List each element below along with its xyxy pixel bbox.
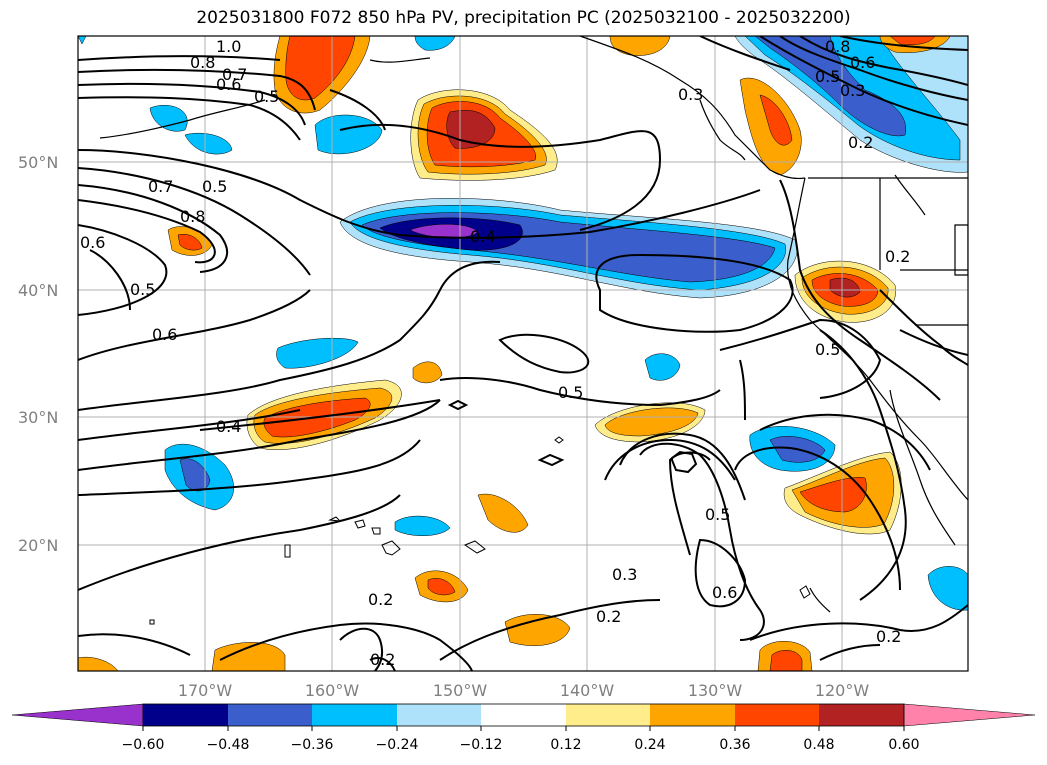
contour-label: 0.5 xyxy=(254,87,279,106)
neg-anomaly-patch xyxy=(927,566,968,611)
pos-anomaly-blob xyxy=(829,277,861,298)
colorbar-max-extend xyxy=(903,703,1036,727)
neg-anomaly-patch xyxy=(414,36,456,51)
lon-label: 160°W xyxy=(305,681,360,700)
colorbar-tick-label: −0.60 xyxy=(122,737,165,753)
pos-anomaly-blob xyxy=(799,477,867,513)
neg-anomaly-patch xyxy=(149,104,188,132)
colorbar-bin xyxy=(312,704,397,726)
longitude-labels: 170°W 160°W 150°W 140°W 130°W 120°W xyxy=(178,681,870,700)
contour-label: 0.5 xyxy=(705,505,730,524)
contour-label: 0.6 xyxy=(152,325,177,344)
lat-label: 30°N xyxy=(18,408,58,427)
pv-contours xyxy=(78,36,968,671)
map-title: 2025031800 F072 850 hPa PV, precipitatio… xyxy=(196,8,851,28)
contour-label: 0.4 xyxy=(470,227,495,246)
precip-shading xyxy=(78,36,968,671)
contour-label: 0.5 xyxy=(130,280,155,299)
map-frame xyxy=(77,35,969,672)
contour-label: 0.6 xyxy=(712,583,737,602)
contour-label: 0.5 xyxy=(815,67,840,86)
colorbar-bin xyxy=(735,704,819,726)
colorbar-tick-label: −0.12 xyxy=(460,737,503,753)
contour-label: 0.8 xyxy=(190,53,215,72)
contour-labels: 1.0 0.8 0.7 0.6 0.5 0.7 0.5 0.8 0.6 0.5 … xyxy=(80,37,910,669)
colorbar: −0.60 −0.48 −0.36 −0.24 −0.12 0.12 0.24 … xyxy=(11,703,1036,753)
colorbar-bin xyxy=(650,704,735,726)
pos-anomaly-patch xyxy=(604,407,699,437)
colorbar-tick-label: −0.48 xyxy=(207,737,250,753)
pos-anomaly-patch xyxy=(78,656,119,671)
lon-label: 130°W xyxy=(688,681,743,700)
contour-label: 0.3 xyxy=(840,81,865,100)
neg-anomaly-patch xyxy=(644,353,681,381)
contour-label: 0.7 xyxy=(222,65,247,84)
pos-anomaly-patch xyxy=(759,94,793,146)
contour-label: 1.0 xyxy=(216,37,241,56)
pos-anomaly-blob xyxy=(285,36,356,101)
contour-label: 0.3 xyxy=(678,85,703,104)
colorbar-ticks xyxy=(142,726,905,731)
pos-anomaly-patch xyxy=(412,361,443,384)
contour-label: 0.7 xyxy=(148,177,173,196)
neg-anomaly-patch xyxy=(276,337,359,369)
contour-label: 0.8 xyxy=(825,37,850,56)
contour-label: 0.2 xyxy=(885,247,910,266)
contour-label: 0.2 xyxy=(368,590,393,609)
colorbar-tick-label: 0.12 xyxy=(550,737,581,753)
colorbar-tick-label: 0.48 xyxy=(803,737,834,753)
lon-label: 140°W xyxy=(560,681,615,700)
contour-label: 0.4 xyxy=(216,417,241,436)
colorbar-tick-label: 0.36 xyxy=(719,737,750,753)
contour-label: 0.5 xyxy=(815,340,840,359)
neg-anomaly-patch xyxy=(394,515,451,536)
colorbar-bin xyxy=(819,704,904,726)
contour-label: 0.6 xyxy=(216,75,241,94)
lat-label: 20°N xyxy=(18,536,58,555)
contour-label: 0.2 xyxy=(596,607,621,626)
latitude-labels: 50°N 40°N 30°N 20°N xyxy=(18,153,58,555)
neg-anomaly-patch xyxy=(78,36,87,45)
contour-label: 0.6 xyxy=(80,233,105,252)
colorbar-bin xyxy=(566,704,650,726)
contour-label: 0.5 xyxy=(558,383,583,402)
lon-label: 150°W xyxy=(433,681,488,700)
contour-label: 0.2 xyxy=(370,650,395,669)
lon-label: 120°W xyxy=(815,681,870,700)
colorbar-bin xyxy=(481,704,566,726)
neg-anomaly-patch xyxy=(184,132,233,155)
pos-anomaly-patch xyxy=(477,493,529,533)
lon-label: 170°W xyxy=(178,681,233,700)
contour-label: 0.3 xyxy=(612,565,637,584)
colorbar-outline xyxy=(142,703,905,727)
contour-label: 0.5 xyxy=(202,177,227,196)
pos-anomaly-patch xyxy=(211,642,286,671)
colorbar-bin xyxy=(143,704,228,726)
colorbar-tick-label: −0.24 xyxy=(376,737,419,753)
contour-label: 0.2 xyxy=(876,627,901,646)
pos-anomaly-patch xyxy=(427,578,456,596)
lat-label: 50°N xyxy=(18,153,58,172)
colorbar-bin xyxy=(397,704,481,726)
contour-label: 0.2 xyxy=(848,133,873,152)
colorbar-min-extend xyxy=(11,703,144,727)
hawaiian-islands xyxy=(149,436,811,625)
pos-anomaly-patch xyxy=(769,650,803,671)
neg-anomaly-patch xyxy=(754,36,907,137)
lat-label: 40°N xyxy=(18,281,58,300)
contour-label: 0.6 xyxy=(850,53,875,72)
colorbar-tick-label: 0.24 xyxy=(634,737,665,753)
pos-anomaly-patch xyxy=(609,36,671,56)
colorbar-tick-label: 0.60 xyxy=(888,737,919,753)
colorbar-tick-label: −0.36 xyxy=(291,737,334,753)
colorbar-bin xyxy=(228,704,312,726)
pos-anomaly-patch xyxy=(504,614,571,646)
contour-label: 0.8 xyxy=(180,207,205,226)
pos-anomaly-patch xyxy=(177,234,203,251)
coastlines xyxy=(99,36,968,613)
